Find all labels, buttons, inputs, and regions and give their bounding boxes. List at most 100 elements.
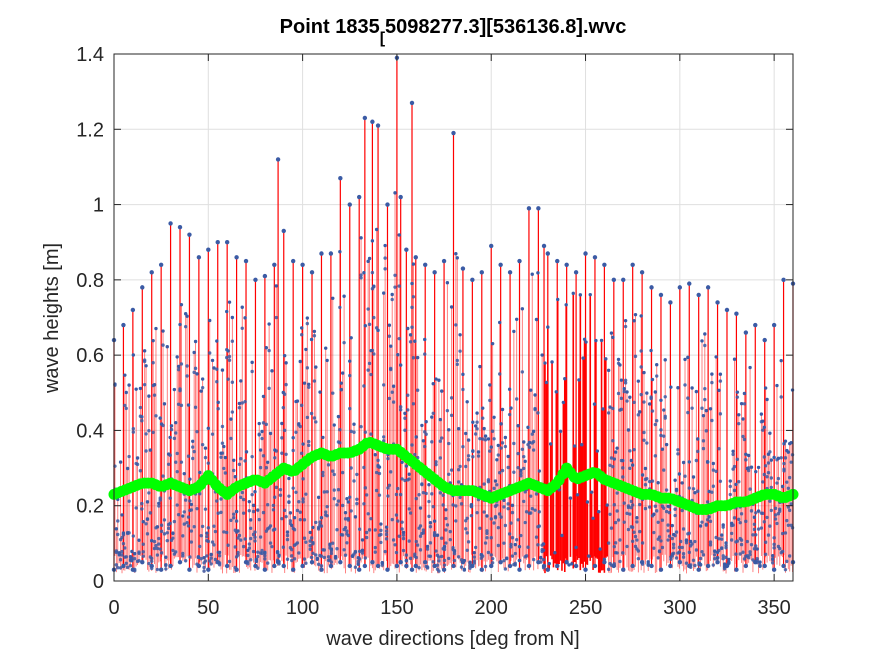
data-point — [626, 428, 631, 432]
data-point — [414, 435, 418, 439]
data-point — [340, 503, 345, 508]
data-point — [408, 556, 413, 561]
data-point — [155, 546, 160, 551]
data-point-peak — [409, 100, 415, 106]
data-point — [305, 321, 310, 326]
data-point — [574, 545, 578, 550]
data-point — [260, 436, 264, 441]
data-point — [150, 559, 154, 563]
data-point-low — [441, 567, 447, 572]
data-point — [203, 507, 208, 511]
data-point — [498, 320, 502, 325]
data-point — [456, 555, 461, 559]
data-point-low — [413, 563, 418, 569]
data-point — [287, 500, 291, 504]
data-point — [458, 495, 462, 500]
data-point — [621, 458, 625, 463]
data-point — [762, 455, 766, 459]
data-point — [314, 553, 318, 557]
data-point — [771, 557, 775, 561]
data-point — [763, 540, 768, 544]
data-point — [496, 443, 500, 448]
data-point-peak — [158, 262, 164, 267]
data-point — [635, 538, 639, 542]
data-point — [284, 361, 288, 365]
data-point — [331, 391, 335, 395]
data-point — [761, 419, 765, 423]
data-point — [570, 562, 574, 566]
data-point — [274, 449, 278, 453]
data-point — [342, 548, 346, 552]
data-point — [249, 518, 253, 522]
data-point — [623, 318, 628, 323]
data-point — [150, 539, 154, 543]
data-point — [240, 305, 244, 309]
data-point — [263, 557, 267, 561]
data-point — [290, 554, 294, 558]
data-point — [128, 564, 133, 568]
data-point-low — [781, 563, 786, 569]
data-point — [492, 486, 496, 491]
data-point — [415, 543, 420, 547]
data-point — [336, 488, 341, 492]
data-point — [783, 567, 788, 572]
data-point — [700, 550, 704, 554]
data-point — [224, 309, 229, 314]
data-point — [691, 475, 696, 479]
data-point — [366, 259, 370, 264]
data-point — [393, 273, 397, 277]
data-point — [707, 515, 711, 519]
data-point — [687, 531, 691, 535]
data-point — [348, 359, 352, 363]
data-point — [154, 326, 158, 331]
data-point — [325, 504, 329, 509]
data-point — [506, 506, 510, 511]
data-point — [514, 317, 519, 322]
data-point — [209, 552, 213, 557]
data-point — [502, 505, 506, 509]
data-point — [649, 348, 653, 353]
data-point — [352, 430, 356, 434]
data-point — [492, 521, 496, 525]
data-point-low — [555, 563, 560, 569]
data-point — [185, 374, 189, 378]
data-point — [393, 285, 397, 289]
data-point — [159, 551, 164, 555]
data-point — [693, 563, 697, 568]
data-point — [630, 463, 635, 467]
data-point-low — [158, 567, 164, 572]
data-point — [789, 441, 793, 445]
data-point — [430, 415, 434, 419]
data-point — [137, 551, 141, 556]
data-point — [666, 523, 670, 527]
data-point — [512, 441, 516, 446]
data-point — [387, 483, 392, 487]
data-point — [168, 435, 172, 440]
data-point — [205, 531, 209, 535]
data-point — [133, 556, 137, 561]
data-point — [524, 554, 529, 558]
data-point — [307, 439, 311, 444]
data-point — [367, 322, 372, 327]
data-point — [178, 322, 182, 327]
data-point — [640, 541, 645, 545]
data-point — [291, 436, 295, 440]
data-point — [506, 465, 510, 470]
data-point — [432, 519, 437, 523]
data-point — [660, 447, 665, 451]
data-point-low — [177, 559, 183, 565]
data-point — [735, 395, 740, 399]
data-point — [606, 541, 611, 545]
data-point — [213, 529, 218, 534]
y-tick-label: 0.2 — [76, 496, 104, 518]
data-point — [531, 439, 536, 444]
data-point — [522, 466, 526, 471]
data-point — [267, 322, 271, 326]
data-point — [230, 410, 235, 414]
data-point — [236, 536, 240, 540]
data-point — [612, 544, 616, 549]
data-point-peak — [328, 251, 334, 256]
data-point — [249, 526, 253, 530]
data-point-low — [375, 563, 381, 569]
data-point — [407, 507, 411, 511]
